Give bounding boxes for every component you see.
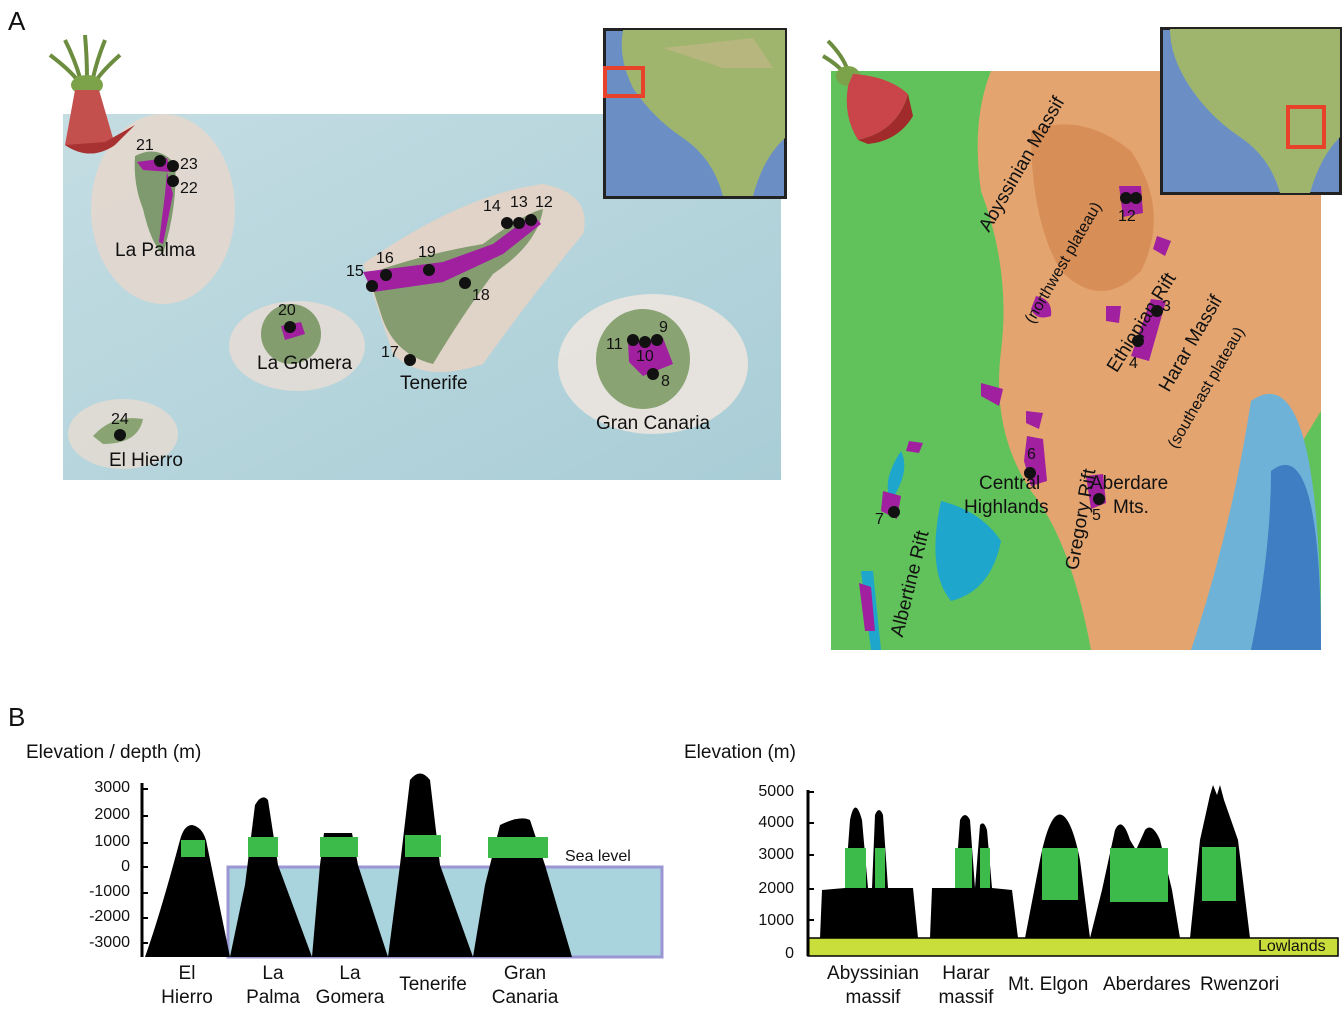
site-20: 20 [278,302,296,319]
label-central: Central [979,473,1041,494]
site-a-4: 4 [1129,355,1138,372]
east-africa-map [831,71,1321,650]
panel-b-letter: B [8,702,26,732]
canary-inset-map [603,28,787,199]
label-tenerife: Tenerife [400,373,468,394]
site-23: 23 [180,156,198,173]
harar-profile [930,815,1018,938]
site-a-12: 12 [1118,208,1136,225]
lake-victoria [935,501,1001,601]
site-11: 11 [606,336,623,353]
region-label-aberdares: Aberdares [1103,974,1191,995]
el-hierro-profile [145,825,230,957]
canary-site-dots [114,155,663,441]
right-tick-4000: 4000 [758,814,794,831]
label-gran-canaria: Gran Canaria [596,413,711,434]
site-17: 17 [381,344,399,361]
site-a-7: 7 [875,511,884,528]
island-label-gran-canaria: Gran Canaria [491,963,559,1008]
la-gomera-profile [312,833,388,957]
right-y-ticks [808,791,814,921]
left-tick-1000: 1000 [94,833,130,850]
site-10: 10 [636,348,654,365]
right-tick-1000: 1000 [758,912,794,929]
flower-icon-canary [48,34,135,154]
label-highlands: Highlands [964,497,1049,518]
site-a-5: 5 [1092,507,1101,524]
la-palma-profile [230,797,312,957]
region-label-abyssinian: Abyssinian massif [827,963,919,1008]
island-label-el-hierro: El Hierro [161,963,213,1008]
region-label-harar: Harar massif [938,963,994,1008]
africa-elevation-profile [806,785,1339,957]
right-tick-2000: 2000 [758,880,794,897]
region-label-elgon: Mt. Elgon [1008,974,1089,995]
la-palma-distribution [137,158,173,244]
island-label-la-palma: La Palma [246,963,300,1008]
site-19: 19 [418,244,436,261]
right-tick-0: 0 [785,945,794,962]
right-tick-5000: 5000 [758,783,794,800]
site-13: 13 [510,194,528,211]
africa-inset-map [1160,27,1342,195]
site-22: 22 [180,180,198,197]
label-la-palma: La Palma [115,240,196,261]
panel-a-letter: A [8,6,26,36]
inset-highlight-box-africa [1286,105,1326,149]
island-label-la-gomera: La Gomera [315,963,385,1008]
africa-site-dots [888,192,1163,518]
left-y-ticks [142,788,148,944]
tenerife-profile [388,773,473,957]
island-label-tenerife: Tenerife [399,974,467,995]
abyssinian-profile [820,807,918,938]
site-15: 15 [346,263,364,280]
right-chart-ylabel: Elevation (m) [684,742,796,763]
left-tick-minus3000: -3000 [89,934,130,951]
vegetation-bands-left [181,835,548,858]
vegetation-bands-right [845,847,1236,902]
site-12: 12 [535,194,553,211]
site-14: 14 [483,198,501,215]
label-aberdare: Aberdare [1090,473,1169,494]
inset-highlight-box [603,66,645,98]
site-18: 18 [472,287,490,304]
gran-canaria-distribution [628,338,673,376]
site-a-6: 6 [1027,446,1036,463]
right-tick-3000: 3000 [758,846,794,863]
region-label-rwenzori: Rwenzori [1200,974,1280,995]
site-16: 16 [376,250,394,267]
site-8: 8 [661,373,670,390]
site-a-3: 3 [1162,298,1171,315]
lowlands-label: Lowlands [1258,938,1326,955]
flower-icon-africa [821,39,913,144]
label-el-hierro: El Hierro [109,450,183,471]
label-la-gomera: La Gomera [257,353,353,374]
left-chart-ylabel: Elevation / depth (m) [26,742,202,763]
tenerife-distribution [363,214,541,292]
canary-elevation-profile [140,773,664,959]
island-profiles [145,773,572,957]
site-24: 24 [111,411,129,428]
left-tick-0: 0 [121,858,130,875]
left-tick-minus1000: -1000 [89,883,130,900]
left-tick-3000: 3000 [94,779,130,796]
site-21: 21 [136,137,154,154]
left-tick-minus2000: -2000 [89,908,130,925]
sea-level-label: Sea level [565,848,631,865]
site-9: 9 [659,319,668,336]
label-mts: Mts. [1113,497,1149,518]
left-tick-2000: 2000 [94,806,130,823]
